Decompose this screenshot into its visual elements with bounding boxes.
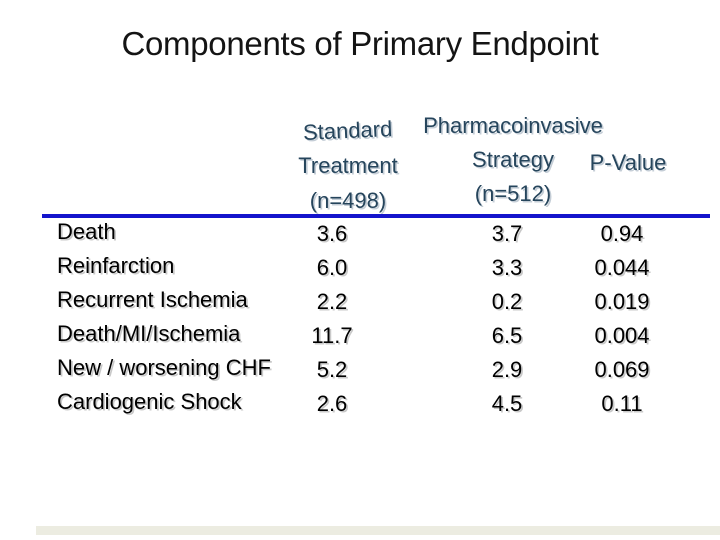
pharmacoinvasive-value: 3.3: [491, 255, 523, 280]
column-header-pharmacoinvasive-strategy: Pharmacoinvasive Strategy (n=512): [403, 109, 623, 211]
table-row: Death 3.6 3.7 0.94: [0, 215, 720, 249]
pharmacoinvasive-value: 6.5: [491, 323, 523, 348]
standard-value: 2.6: [316, 391, 348, 416]
row-label: Recurrent Ischemia: [57, 287, 248, 312]
header-line-pharmacoinvasive: Pharmacoinvasive: [423, 113, 603, 138]
standard-value: 2.2: [316, 289, 348, 314]
row-label: Death: [57, 219, 116, 244]
header-line-standard: Standard: [302, 116, 394, 145]
header-line-n512: (n=512): [474, 181, 552, 206]
header-line-p-value: P-Value: [589, 150, 667, 175]
pharmacoinvasive-value: 2.9: [491, 357, 523, 382]
header-divider-line: [42, 214, 710, 218]
header-line-n498: (n=498): [309, 188, 387, 213]
row-label: Reinfarction: [57, 253, 175, 278]
footer-strip: [36, 526, 720, 535]
slide-title: Components of Primary Endpoint: [121, 25, 599, 62]
p-value: 0.069: [594, 357, 650, 382]
header-line-treatment: Treatment: [298, 153, 398, 178]
column-header-standard-treatment: Standard Treatment (n=498): [258, 113, 438, 218]
p-value: 0.019: [594, 289, 650, 314]
table-row: New / worsening CHF 5.2 2.9 0.069: [0, 351, 720, 385]
standard-value: 6.0: [316, 255, 348, 280]
row-label: New / worsening CHF: [57, 355, 271, 380]
p-value: 0.94: [600, 221, 644, 246]
standard-value: 5.2: [316, 357, 348, 382]
row-label: Death/MI/Ischemia: [57, 321, 241, 346]
p-value: 0.004: [594, 323, 650, 348]
table-row: Reinfarction 6.0 3.3 0.044: [0, 249, 720, 283]
table-row: Cardiogenic Shock 2.6 4.5 0.11: [0, 385, 720, 419]
header-line-strategy: Strategy: [472, 147, 554, 172]
row-label: Cardiogenic Shock: [57, 389, 242, 414]
standard-value: 11.7: [311, 323, 353, 348]
pharmacoinvasive-value: 4.5: [491, 391, 523, 416]
pharmacoinvasive-value: 0.2: [491, 289, 523, 314]
table-row: Recurrent Ischemia 2.2 0.2 0.019: [0, 283, 720, 317]
standard-value: 3.6: [316, 221, 348, 246]
table-row: Death/MI/Ischemia 11.7 6.5 0.004: [0, 317, 720, 351]
endpoint-table: Death 3.6 3.7 0.94 Reinfarction 6.0 3.3 …: [0, 215, 720, 419]
p-value: 0.11: [601, 391, 643, 416]
column-header-p-value: P-Value: [558, 146, 698, 180]
pharmacoinvasive-value: 3.7: [491, 221, 523, 246]
p-value: 0.044: [594, 255, 650, 280]
